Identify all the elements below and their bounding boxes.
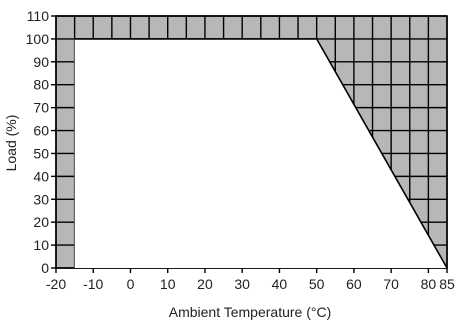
y-tick-label: 90 — [33, 54, 49, 70]
y-tick-label: 100 — [26, 31, 50, 47]
x-tick-label: 70 — [383, 276, 399, 292]
y-axis-label: Load (%) — [3, 115, 19, 172]
x-tick-label: 50 — [309, 276, 325, 292]
y-tick-label: 30 — [33, 191, 49, 207]
y-tick-label: 10 — [33, 237, 49, 253]
x-tick-label: 40 — [272, 276, 288, 292]
y-tick-label: 50 — [33, 145, 49, 161]
y-tick-label: 20 — [33, 214, 49, 230]
x-tick-label: 85 — [439, 276, 455, 292]
x-tick-label: -20 — [46, 276, 66, 292]
x-tick-label: 30 — [234, 276, 250, 292]
x-axis-label: Ambient Temperature (°C) — [169, 304, 332, 320]
y-tick-label: 0 — [41, 260, 49, 276]
x-tick-label: 60 — [346, 276, 362, 292]
operating-area — [74, 38, 448, 268]
ticks: 0 10 20 30 40 50 60 70 80 90 100 110 -20 -10 0 10 20 30 40… — [26, 8, 455, 292]
series — [74, 38, 448, 269]
y-tick-label: 110 — [27, 8, 50, 24]
x-tick-label: 0 — [127, 276, 135, 292]
y-tick-label: 70 — [33, 100, 49, 116]
x-tick-label: 10 — [160, 276, 176, 292]
derating-line — [74, 38, 448, 269]
y-tick-label: 40 — [33, 168, 49, 184]
x-tick-label: 20 — [197, 276, 213, 292]
y-tick-label: 60 — [33, 123, 49, 139]
x-tick-label: 80 — [421, 276, 437, 292]
x-tick-label: -10 — [83, 276, 103, 292]
y-tick-label: 80 — [33, 77, 49, 93]
